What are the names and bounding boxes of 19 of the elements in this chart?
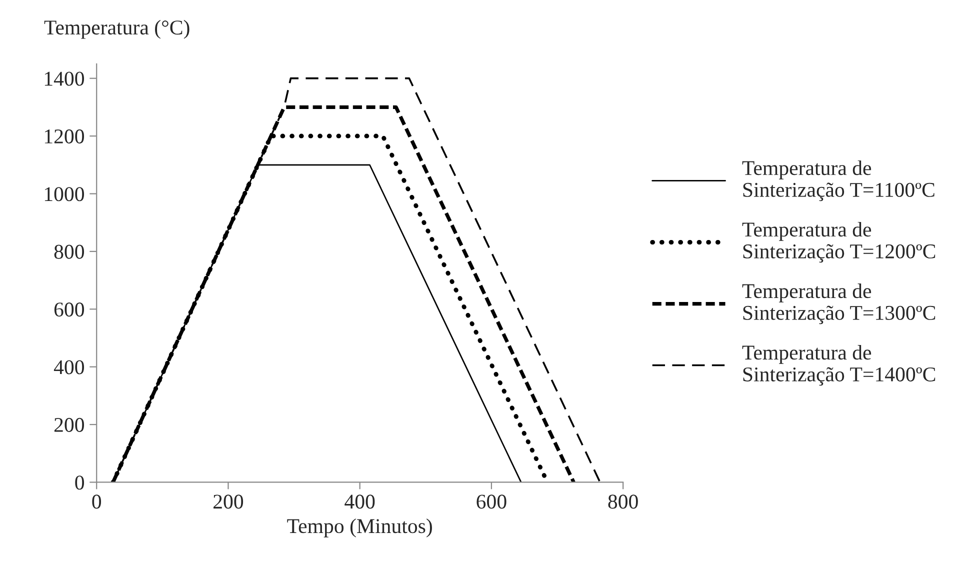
x-tick-label: 600 xyxy=(476,494,506,509)
y-tick-label: 0 xyxy=(75,476,84,490)
y-axis-title: Temperatura (°C) xyxy=(44,20,190,39)
y-tick-label: 200 xyxy=(54,418,84,432)
legend-label: Temperatura de Sinterização T=1300ºC xyxy=(742,283,936,324)
y-tick-label: 400 xyxy=(54,360,84,374)
legend-label: Temperatura de Sinterização T=1100ºC xyxy=(742,160,934,202)
y-tick-label: 1200 xyxy=(44,129,84,144)
y-tick-label: 800 xyxy=(54,244,84,259)
y-tick-label: 600 xyxy=(54,302,84,317)
x-tick-label: 800 xyxy=(608,494,638,509)
y-tick-label: 1400 xyxy=(44,72,84,86)
legend-label: Temperatura de Sinterização T=1400ºC xyxy=(742,345,936,386)
legend-label: Temperatura de Sinterização T=1200ºC xyxy=(742,222,936,263)
x-tick-label: 200 xyxy=(214,494,244,509)
x-tick-label: 0 xyxy=(92,494,102,509)
y-tick-label: 1000 xyxy=(44,187,84,202)
x-tick-label: 400 xyxy=(344,494,375,509)
x-axis-title: Tempo (Minutos) xyxy=(287,518,432,538)
